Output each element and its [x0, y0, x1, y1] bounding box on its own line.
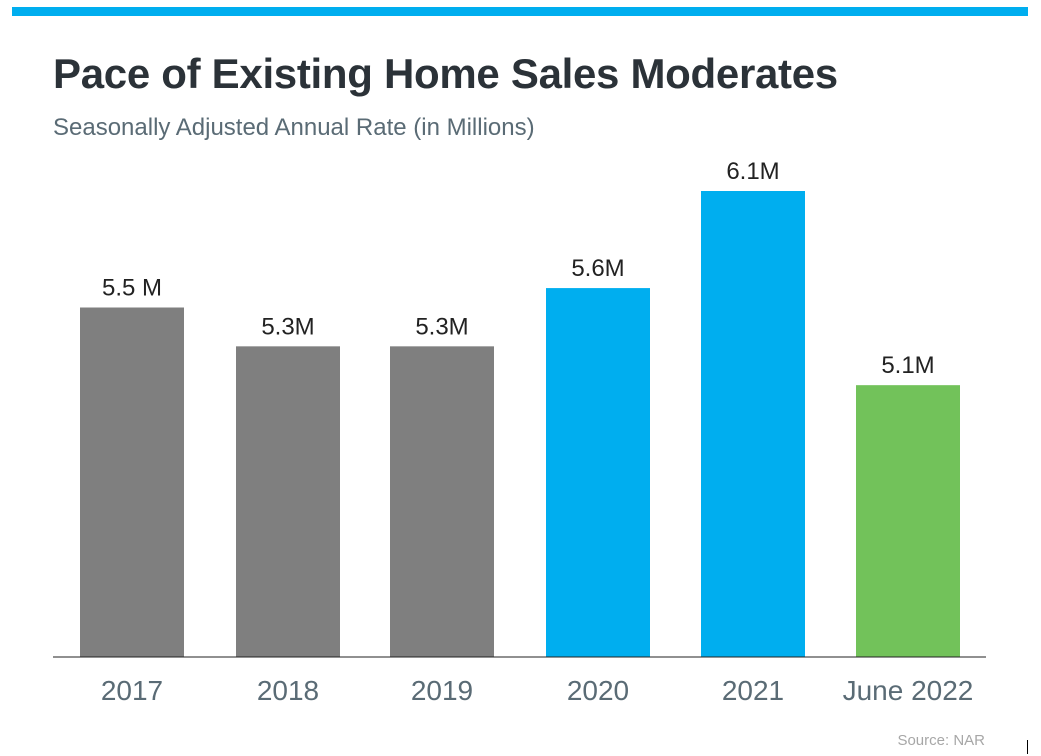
- data-label: 5.5 M: [102, 275, 162, 302]
- data-label: 5.3M: [261, 313, 314, 340]
- bar-2019: [390, 346, 494, 657]
- top-accent-bar: [12, 7, 1028, 16]
- corner-tick: [1027, 740, 1028, 754]
- x-tick-label: 2021: [722, 675, 784, 706]
- data-label: 6.1M: [726, 158, 779, 185]
- data-label: 5.3M: [415, 313, 468, 340]
- chart-subtitle: Seasonally Adjusted Annual Rate (in Mill…: [53, 114, 535, 141]
- chart-title: Pace of Existing Home Sales Moderates: [53, 50, 838, 97]
- bar-2018: [236, 346, 340, 657]
- data-label: 5.6M: [571, 255, 624, 282]
- data-label: 5.1M: [881, 352, 934, 379]
- source-note: Source: NAR: [897, 732, 985, 749]
- x-tick-label: 2017: [101, 675, 163, 706]
- bar-2020: [546, 288, 650, 657]
- bar-2017: [80, 307, 184, 657]
- bar-2021: [701, 191, 805, 657]
- x-tick-label: 2018: [257, 675, 319, 706]
- bar-june-2022: [856, 385, 960, 657]
- x-tick-label: June 2022: [843, 675, 974, 706]
- x-tick-label: 2019: [411, 675, 473, 706]
- x-tick-label: 2020: [567, 675, 629, 706]
